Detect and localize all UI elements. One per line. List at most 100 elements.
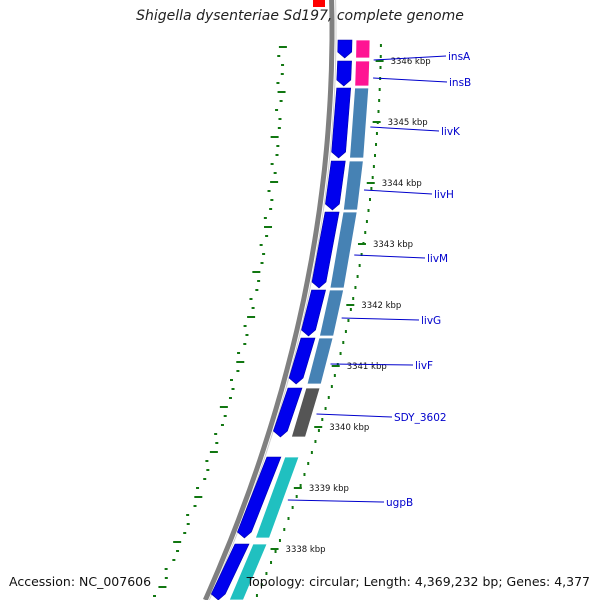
gc-skew-dot [209, 451, 218, 453]
cds-arrow [210, 543, 250, 601]
gc-skew-dot [276, 145, 280, 147]
cds-arrow [301, 289, 326, 337]
gene-leader-line [373, 55, 447, 61]
gc-skew-dot [265, 235, 269, 237]
cds-arrow [237, 456, 282, 539]
gc-content-dot [299, 484, 302, 487]
feature-block [306, 337, 334, 385]
gc-content-dot [274, 550, 277, 553]
gc-skew-dot [255, 289, 259, 291]
gc-content-dot [330, 385, 333, 388]
gc-content-dot [278, 539, 281, 542]
gc-skew-dot [196, 487, 200, 489]
gc-content-dot [342, 341, 345, 344]
gc-content-dot [321, 418, 324, 421]
gc-content-dot [317, 429, 320, 432]
kbp-tick-label: 3343 kbp [373, 240, 413, 250]
gc-content-dot [307, 462, 310, 465]
gc-content-dot [327, 396, 330, 399]
kbp-tick-label: 3346 kbp [391, 57, 431, 67]
feature-block [319, 289, 345, 337]
gc-skew-dot [183, 532, 187, 534]
gc-skew-dot [269, 208, 273, 210]
gene-leader-line [354, 254, 426, 259]
gc-content-dot [295, 495, 298, 498]
gc-skew-dot [173, 541, 182, 543]
gc-skew-dot [231, 388, 235, 390]
kbp-tick-label: 3339 kbp [309, 484, 349, 494]
gc-skew-dot [172, 559, 176, 561]
gc-skew-dot [220, 424, 224, 426]
gc-skew-dot [176, 550, 180, 552]
gc-content-dot [287, 517, 290, 520]
gc-skew-dot [270, 181, 279, 183]
gene-label: livK [441, 126, 461, 138]
gc-skew-dot [194, 496, 203, 498]
gc-content-dot [314, 440, 317, 443]
gc-content-dot [374, 154, 377, 157]
gene-label: SDY_3602 [394, 412, 447, 424]
gc-skew-dot [279, 100, 283, 102]
gene-leader-line [316, 413, 393, 418]
gc-skew-dot [243, 343, 247, 345]
genome-start-marker [313, 0, 325, 7]
gc-skew-dot [263, 217, 267, 219]
cds-arrow [336, 60, 352, 87]
feature-block [355, 39, 371, 59]
gene-label: livG [421, 315, 441, 327]
genome-backbone [203, 0, 335, 602]
gc-skew-dot [245, 334, 249, 336]
gc-skew-dot [277, 55, 281, 57]
gc-content-dot [368, 198, 371, 201]
gc-content-dot [324, 407, 327, 410]
gc-content-dot [378, 88, 381, 91]
gc-skew-dot [264, 226, 273, 228]
gc-skew-dot [270, 199, 274, 201]
gc-skew-dot [277, 127, 281, 129]
kbp-tick-label: 3338 kbp [286, 545, 326, 555]
gc-skew-dot [203, 478, 207, 480]
gc-content-dot [377, 110, 380, 113]
gc-skew-dot [164, 577, 168, 579]
gc-content-dot [364, 231, 367, 234]
gc-skew-dot [277, 91, 286, 93]
gene-leader-line [341, 317, 420, 321]
gc-skew-dot [236, 361, 245, 363]
kbp-tick-label: 3344 kbp [382, 179, 422, 189]
gc-content-dot [339, 352, 342, 355]
gene-leader-line [370, 126, 440, 132]
gc-content-dot [378, 99, 381, 102]
gc-skew-dot [186, 514, 190, 516]
feature-block [349, 87, 370, 159]
kbp-tick-label: 3340 kbp [329, 423, 369, 433]
gc-skew-dot [158, 586, 167, 588]
gc-skew-dot [243, 325, 247, 327]
gc-content-dot [349, 308, 352, 311]
gc-skew-dot [215, 442, 219, 444]
gene-label: livF [415, 360, 433, 372]
gene-label: insA [448, 51, 471, 63]
gc-skew-dot [257, 280, 261, 282]
gc-content-dot [367, 209, 370, 212]
gc-content-dot [379, 44, 382, 47]
gc-content-dot [371, 176, 374, 179]
accession-label: Accession: NC_007606 [9, 574, 152, 589]
gc-content-dot [352, 297, 355, 300]
gc-skew-dot [223, 415, 227, 417]
feature-block [342, 160, 364, 211]
gc-skew-dot [206, 469, 210, 471]
gc-skew-dot [278, 118, 282, 120]
feature-block [329, 211, 358, 289]
gc-content-dot [372, 165, 375, 168]
gc-skew-dot [228, 397, 232, 399]
gc-skew-dot [193, 505, 197, 507]
gc-skew-dot [275, 154, 279, 156]
gc-content-dot [360, 253, 363, 256]
gc-content-dot [270, 561, 273, 564]
gene-label: livH [434, 189, 454, 201]
gc-skew-dot [260, 262, 264, 264]
gene-leader-line [373, 77, 448, 83]
gc-content-dot [265, 572, 268, 575]
